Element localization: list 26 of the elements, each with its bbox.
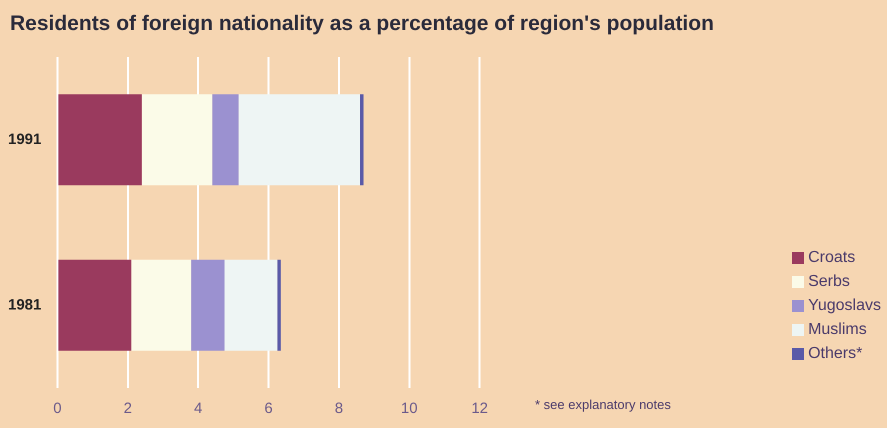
legend-label: Others*	[808, 345, 862, 363]
y-tick-label: 1981	[8, 296, 42, 314]
legend-label: Croats	[808, 249, 856, 267]
bar	[191, 260, 225, 351]
legend-label: Yugoslavs	[808, 297, 881, 315]
x-tick-label: 0	[53, 400, 62, 418]
chart-title: Residents of foreign nationality as a percentage of region's population	[10, 12, 714, 36]
text: * see explanatory notes	[535, 397, 671, 412]
bar	[131, 260, 192, 351]
bar	[238, 94, 360, 186]
x-tick-label: 8	[334, 400, 344, 418]
x-tick-label: 4	[194, 400, 202, 418]
legend-label: Muslims	[808, 321, 867, 339]
x-tick-label: 2	[124, 400, 132, 418]
bar	[277, 260, 281, 351]
y-tick-label: 1991	[8, 130, 42, 148]
bar	[58, 94, 142, 186]
bar	[142, 94, 212, 186]
x-tick-label: 12	[471, 400, 488, 418]
x-tick-label: 6	[264, 400, 273, 418]
bar	[212, 94, 239, 186]
x-tick-label: 10	[400, 400, 418, 418]
bar	[58, 260, 132, 351]
bar	[360, 94, 364, 186]
legend-label: Serbs	[808, 273, 850, 291]
bar	[224, 260, 278, 351]
